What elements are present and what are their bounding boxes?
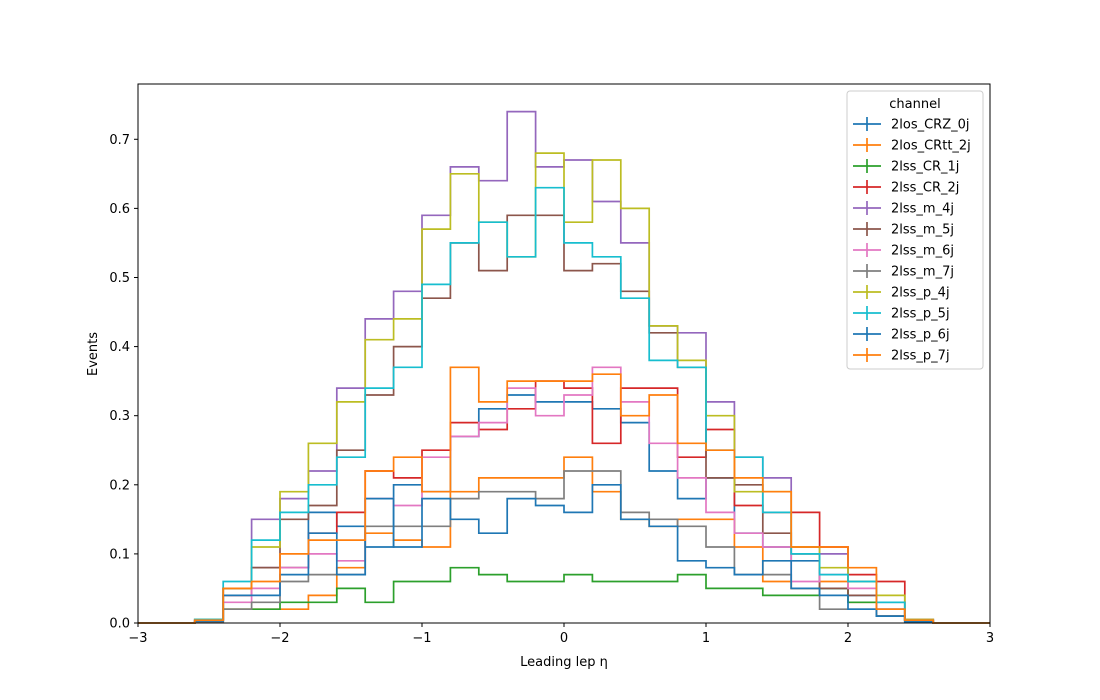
- series-line: [138, 366, 990, 624]
- legend-entry: 2lss_m_5j: [853, 222, 954, 238]
- series-line: [138, 186, 990, 624]
- legend-label: 2lss_m_7j: [891, 265, 954, 280]
- y-tick-label: 0.4: [109, 340, 130, 355]
- legend-entry: 2lss_CR_1j: [853, 159, 959, 175]
- series-2lss_p_5j: [138, 186, 990, 624]
- legend-label: 2los_CRtt_2j: [891, 139, 971, 154]
- legend-box: [846, 90, 984, 370]
- x-tick-label: 1: [702, 631, 710, 646]
- series-line: [138, 152, 990, 624]
- y-axis-label: Events: [86, 332, 101, 376]
- legend-entry: 2lss_CR_2j: [853, 180, 959, 196]
- legend-entries: 2los_CRZ_0j 2los_CRtt_2j 2lss_CR_1j 2lss_CR…: [853, 117, 971, 364]
- legend-entry: 2lss_m_7j: [853, 264, 954, 280]
- legend-entry: 2los_CRZ_0j: [853, 117, 970, 133]
- y-tick-label: 0.0: [109, 617, 130, 632]
- y-tick-label: 0.5: [109, 271, 130, 286]
- legend-entry: 2lss_p_4j: [853, 285, 950, 301]
- y-tick-label: 0.7: [109, 133, 130, 148]
- legend-entry: 2lss_p_6j: [853, 327, 950, 343]
- y-tick-label: 0.6: [109, 202, 130, 217]
- series-2lss_m_5j: [138, 214, 990, 624]
- series-2lss_p_4j: [138, 152, 990, 624]
- legend-label: 2lss_m_4j: [891, 202, 954, 217]
- legend-label: 2lss_p_5j: [891, 307, 950, 322]
- series-line: [138, 214, 990, 624]
- x-tick-label: −2: [270, 631, 289, 646]
- legend-entry: 2lss_p_7j: [853, 348, 950, 364]
- legend-entry: 2los_CRtt_2j: [853, 138, 971, 154]
- legend-label: 2lss_m_5j: [891, 223, 954, 238]
- legend-label: 2lss_p_7j: [891, 349, 950, 364]
- x-tick-label: 0: [560, 631, 568, 646]
- legend-label: 2lss_p_4j: [891, 286, 950, 301]
- x-tick-label: −1: [412, 631, 431, 646]
- legend: channel 2los_CRZ_0j 2los_CRtt_2j 2lss_CR_1…: [846, 90, 984, 370]
- legend-entry: 2lss_m_6j: [853, 243, 954, 259]
- series-line: [138, 483, 990, 624]
- x-tick-label: 3: [986, 631, 994, 646]
- y-tick-label: 0.2: [109, 478, 130, 493]
- series-layer: [138, 110, 990, 624]
- x-axis-ticks: −3 −2 −1 0 1 2 3: [128, 623, 994, 646]
- legend-label: 2lss_m_6j: [891, 244, 954, 259]
- legend-label: 2lss_CR_2j: [891, 181, 959, 196]
- legend-label: 2los_CRZ_0j: [891, 118, 970, 133]
- y-tick-label: 0.3: [109, 409, 130, 424]
- y-axis-ticks: 0.0 0.1 0.2 0.3 0.4 0.5 0.6 0.7: [109, 133, 138, 632]
- legend-label: 2lss_CR_1j: [891, 160, 959, 175]
- series-2lss_p_6j: [138, 483, 990, 624]
- legend-entry: 2lss_m_4j: [853, 201, 954, 217]
- legend-title: channel: [889, 97, 940, 112]
- legend-label: 2lss_p_6j: [891, 328, 950, 343]
- series-2lss_p_7j: [138, 366, 990, 624]
- y-tick-label: 0.1: [109, 547, 130, 562]
- x-axis-label: Leading lep η: [520, 655, 608, 670]
- x-tick-label: 2: [844, 631, 852, 646]
- legend-entry: 2lss_p_5j: [853, 306, 950, 322]
- x-tick-label: −3: [128, 631, 147, 646]
